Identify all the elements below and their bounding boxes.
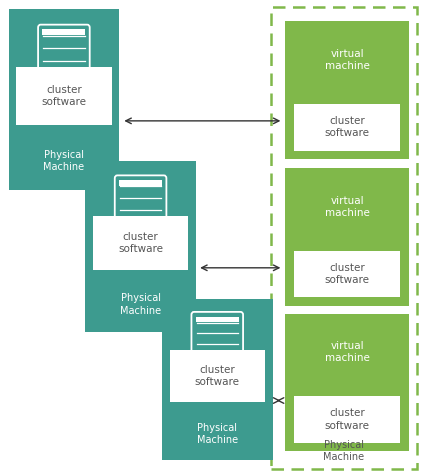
Text: virtual
machine: virtual machine — [325, 49, 370, 71]
Bar — [85, 161, 196, 332]
Bar — [294, 104, 400, 151]
Bar — [93, 216, 188, 270]
Text: cluster
software: cluster software — [195, 365, 240, 387]
Text: cluster
software: cluster software — [325, 116, 370, 138]
Bar — [285, 314, 409, 451]
FancyBboxPatch shape — [196, 317, 239, 322]
Text: cluster
software: cluster software — [41, 85, 86, 107]
Text: Physical
Machine: Physical Machine — [120, 293, 161, 316]
Text: Physical
Machine: Physical Machine — [197, 423, 238, 445]
Bar — [294, 251, 400, 298]
Text: virtual
machine: virtual machine — [325, 341, 370, 364]
Bar — [16, 67, 112, 125]
Bar — [285, 21, 409, 159]
Bar — [162, 299, 273, 460]
Bar — [271, 7, 417, 469]
Bar — [285, 168, 409, 306]
Text: cluster
software: cluster software — [325, 409, 370, 431]
Text: Physical
Machine: Physical Machine — [43, 150, 84, 172]
Text: Physical
Machine: Physical Machine — [323, 440, 365, 463]
Bar — [9, 9, 119, 190]
FancyBboxPatch shape — [119, 180, 162, 186]
Text: cluster
software: cluster software — [325, 263, 370, 285]
Bar — [294, 396, 400, 443]
Bar — [170, 350, 265, 402]
Text: virtual
machine: virtual machine — [325, 196, 370, 218]
FancyBboxPatch shape — [42, 29, 86, 36]
Text: cluster
software: cluster software — [118, 232, 163, 254]
